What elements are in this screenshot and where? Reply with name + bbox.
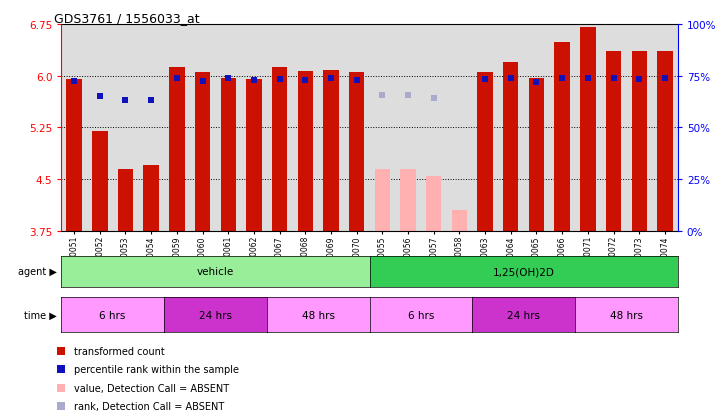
Bar xyxy=(247,80,262,231)
Bar xyxy=(658,52,673,231)
Bar xyxy=(632,52,647,231)
Text: value, Detection Call = ABSENT: value, Detection Call = ABSENT xyxy=(74,383,229,393)
Bar xyxy=(606,52,622,231)
Text: transformed count: transformed count xyxy=(74,347,164,356)
Bar xyxy=(169,68,185,231)
Text: 6 hrs: 6 hrs xyxy=(407,310,434,320)
Bar xyxy=(195,73,211,231)
Bar xyxy=(400,169,416,231)
Bar xyxy=(92,131,107,231)
Bar xyxy=(375,169,390,231)
Text: rank, Detection Call = ABSENT: rank, Detection Call = ABSENT xyxy=(74,401,224,411)
Text: 24 hrs: 24 hrs xyxy=(199,310,232,320)
Bar xyxy=(503,63,518,231)
Text: 6 hrs: 6 hrs xyxy=(99,310,126,320)
Bar xyxy=(349,73,364,231)
Bar xyxy=(477,73,493,231)
Bar xyxy=(323,71,339,231)
Text: vehicle: vehicle xyxy=(197,266,234,277)
Text: percentile rank within the sample: percentile rank within the sample xyxy=(74,365,239,375)
Bar xyxy=(580,28,596,231)
Bar xyxy=(298,72,313,231)
Bar xyxy=(143,166,159,231)
Bar xyxy=(554,43,570,231)
Bar xyxy=(118,169,133,231)
Bar xyxy=(426,176,441,231)
Text: 48 hrs: 48 hrs xyxy=(610,310,643,320)
Text: 24 hrs: 24 hrs xyxy=(507,310,540,320)
Text: time ▶: time ▶ xyxy=(24,310,56,320)
Text: 1,25(OH)2D: 1,25(OH)2D xyxy=(492,266,554,277)
Text: GDS3761 / 1556033_at: GDS3761 / 1556033_at xyxy=(54,12,200,25)
Bar xyxy=(528,78,544,231)
Bar xyxy=(272,68,288,231)
Bar xyxy=(451,211,467,231)
Text: agent ▶: agent ▶ xyxy=(17,266,56,277)
Bar xyxy=(66,80,82,231)
Bar xyxy=(221,78,236,231)
Text: 48 hrs: 48 hrs xyxy=(301,310,335,320)
